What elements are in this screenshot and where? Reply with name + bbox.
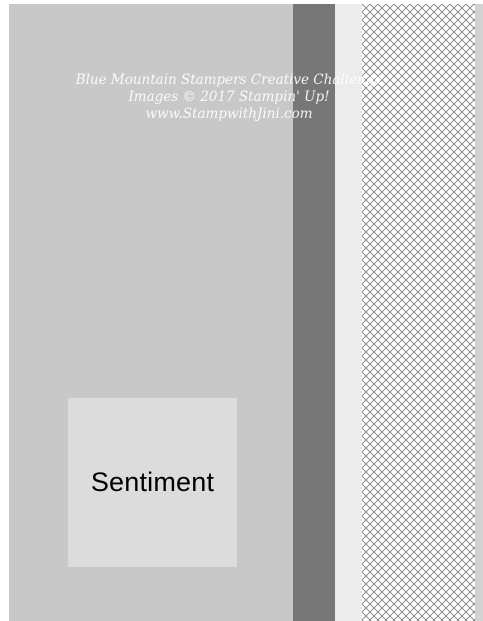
right-edge-strip: [475, 4, 483, 621]
sentiment-panel: Sentiment: [68, 398, 237, 567]
sentiment-label: Sentiment: [90, 467, 215, 497]
crosshatch-pattern: [362, 4, 475, 621]
patterned-paper-strip: [362, 4, 475, 621]
dark-vertical-strip: [293, 4, 335, 621]
light-vertical-strip: [335, 4, 362, 621]
